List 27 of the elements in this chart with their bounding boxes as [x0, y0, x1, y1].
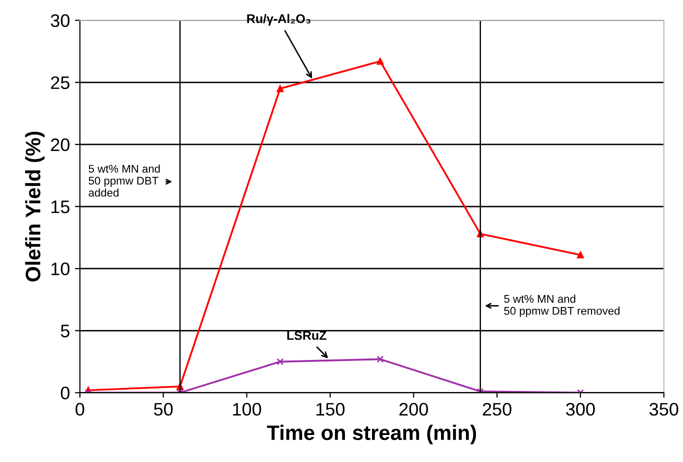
point	[276, 85, 284, 92]
x-tick-label: 200	[399, 402, 428, 416]
y-tick-label: 25	[51, 76, 70, 90]
annotation: Ru/γ-Al₂O₃	[247, 14, 310, 26]
x-tick-label: 0	[76, 402, 84, 416]
point	[376, 58, 384, 65]
ref-line-label: 5 wt% MN and 50 ppmw DBT added	[88, 164, 160, 197]
x-axis-title: Time on stream (min)	[266, 424, 476, 444]
y-tick-label: 15	[51, 200, 70, 214]
y-tick-label: 0	[60, 386, 70, 400]
x-tick-label: 100	[233, 402, 262, 416]
point	[576, 251, 584, 258]
x-tick-label: 50	[154, 402, 173, 416]
point	[276, 358, 284, 366]
y-tick-label: 5	[60, 324, 70, 338]
y-axis-title: Olefin Yield (%)	[25, 132, 45, 282]
x-tick-label: 250	[482, 402, 512, 416]
point	[476, 388, 484, 393]
annotation: LSRuZ	[287, 331, 326, 340]
y-tick-label: 20	[51, 138, 70, 152]
y-tick-label: 10	[51, 262, 70, 276]
y-tick-label: 30	[50, 14, 70, 28]
x-tick-label: 150	[316, 402, 345, 416]
ref-line-label: 5 wt% MN and 50 ppmw DBT removed	[504, 294, 620, 317]
point	[376, 356, 384, 363]
x-tick-label: 300	[566, 402, 595, 416]
x-tick-label: 350	[650, 402, 678, 416]
